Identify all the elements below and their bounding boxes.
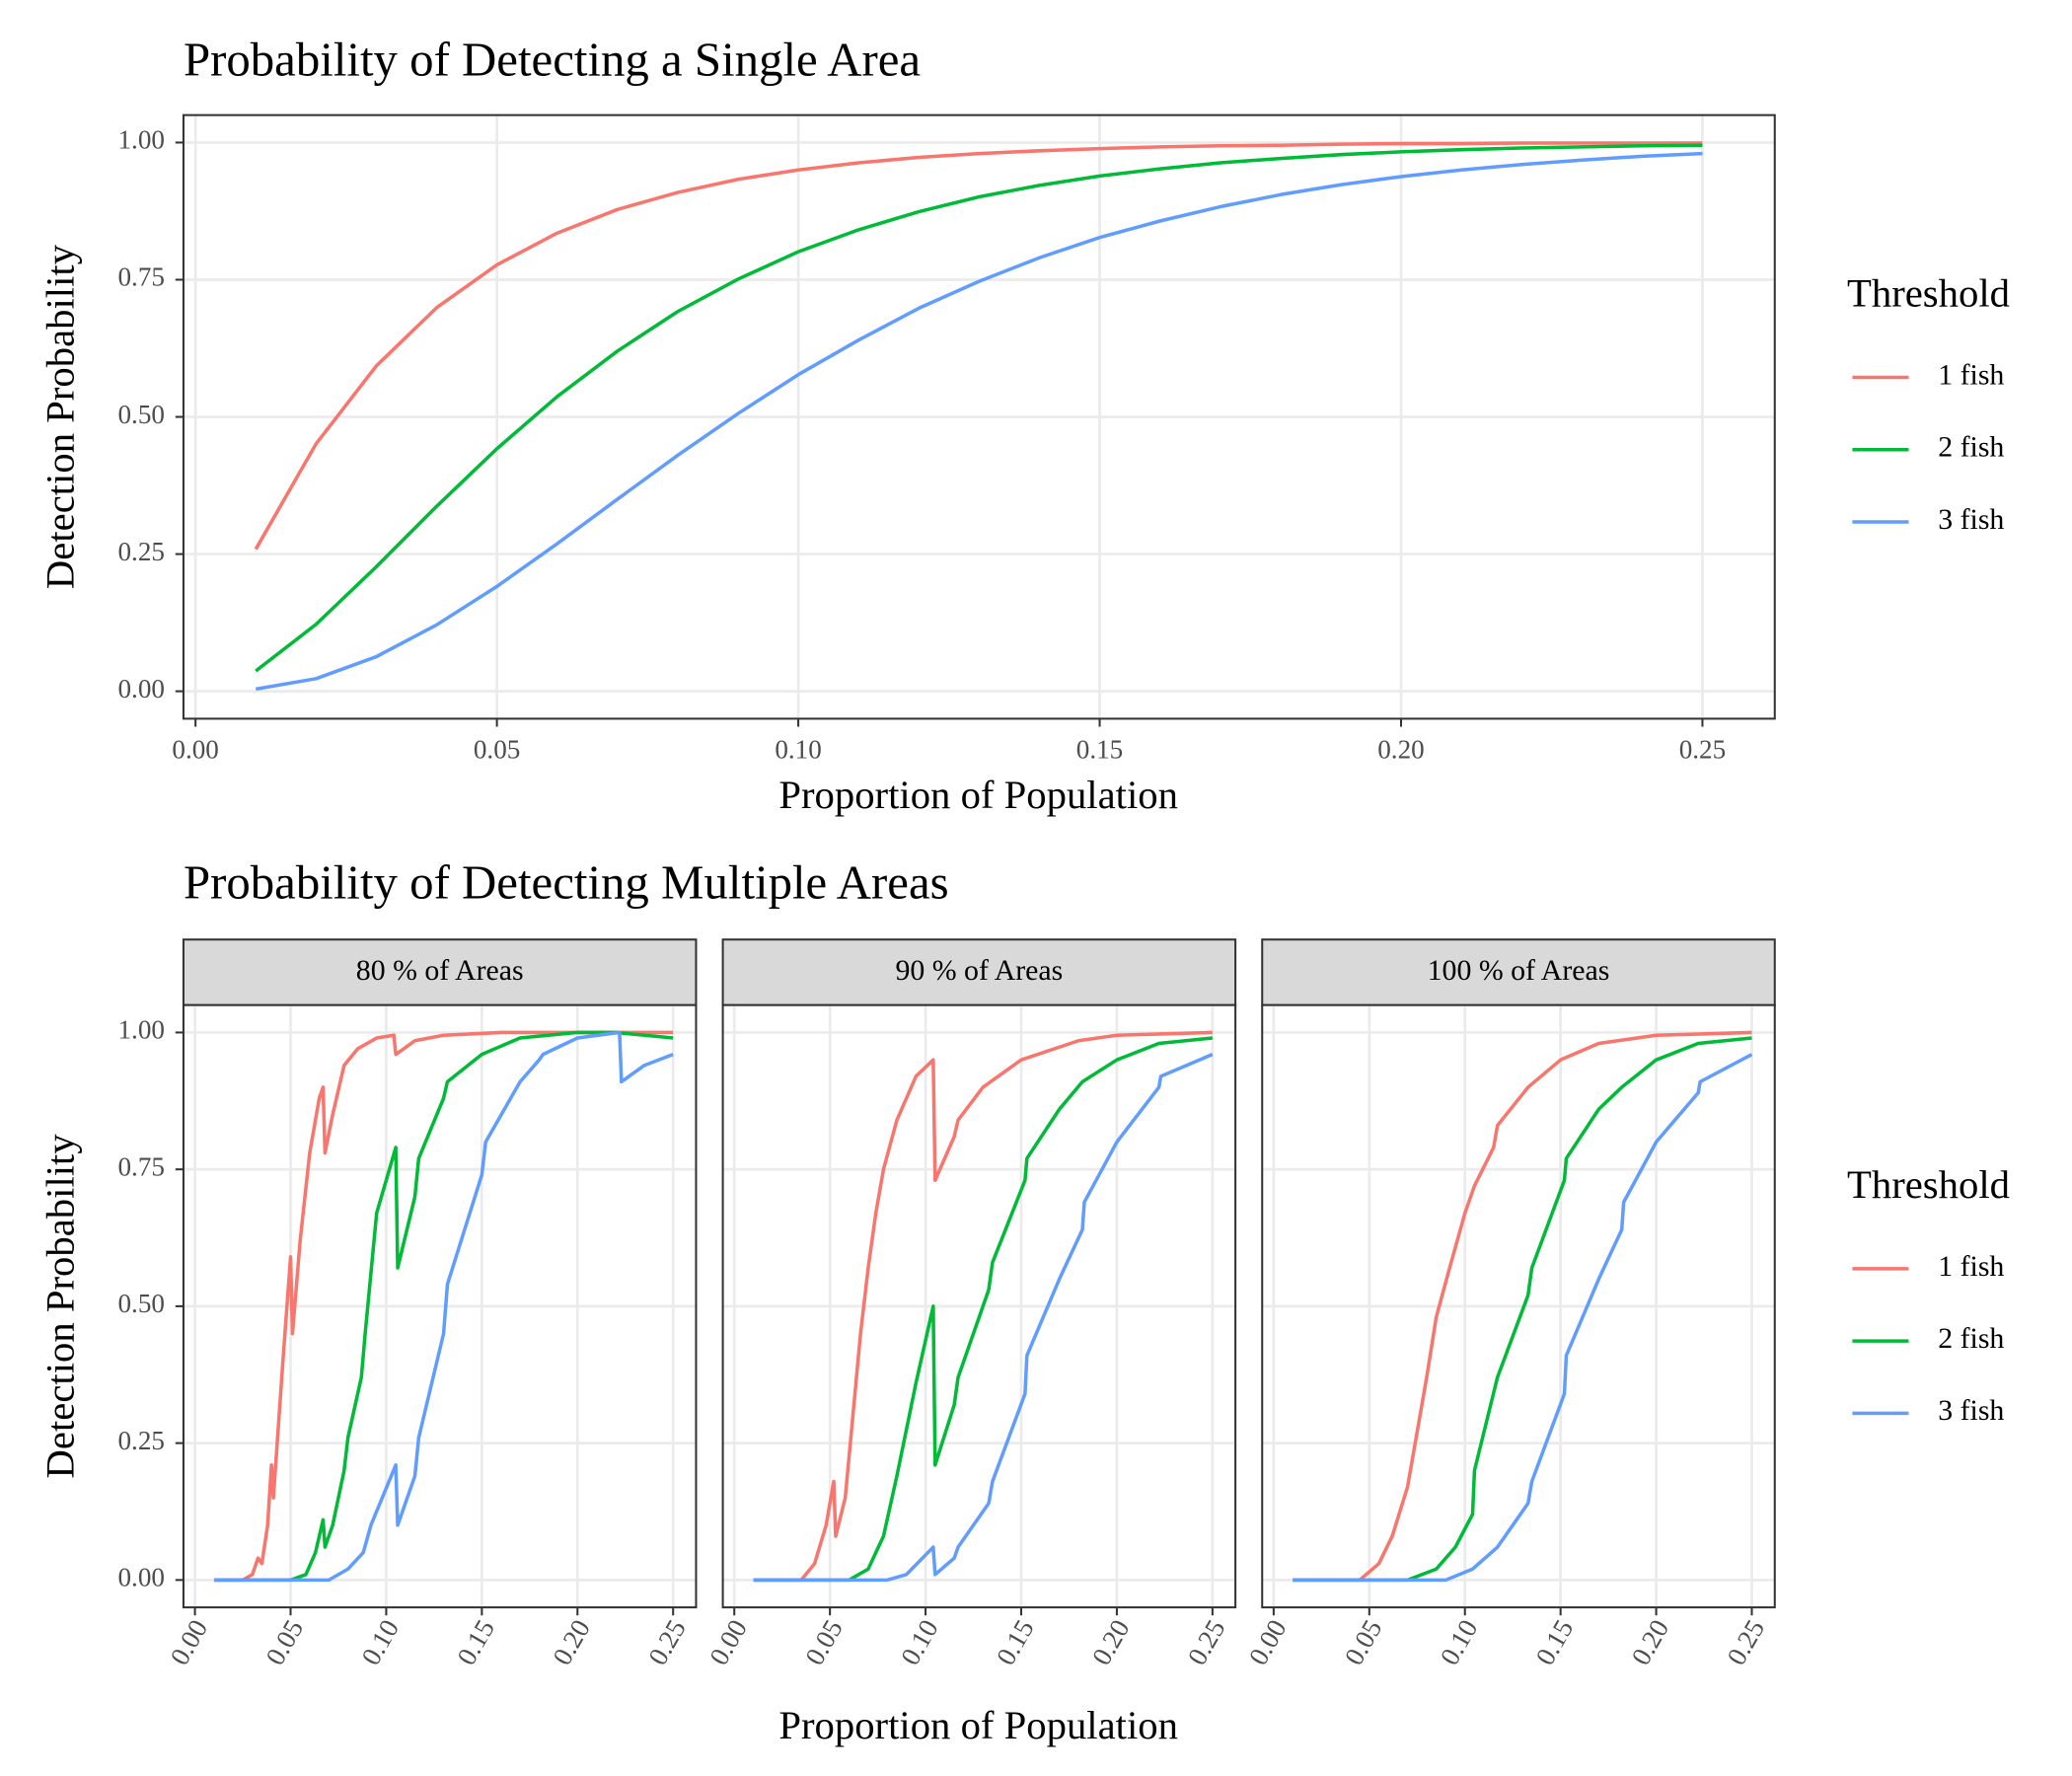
legend-label: 3 fish	[1938, 1394, 2004, 1427]
x-tick-label: 0.10	[775, 735, 821, 765]
data-line	[213, 1030, 674, 1583]
data-line	[1293, 1053, 1753, 1583]
data-line	[1293, 1036, 1752, 1583]
x-tick-label: 0.10	[355, 1614, 405, 1669]
x-tick-label: 0.20	[1377, 735, 1424, 765]
x-tick-label: 0.00	[172, 735, 218, 765]
data-line	[213, 1030, 674, 1583]
legend-title: Threshold	[1847, 1162, 2010, 1207]
data-line	[753, 1036, 1214, 1583]
y-tick-label: 0.50	[118, 1289, 165, 1318]
x-tick-label: 0.05	[799, 1614, 849, 1669]
legend-label: 2 fish	[1938, 431, 2004, 464]
facet-label: 80 % of Areas	[356, 954, 524, 987]
facet-label: 90 % of Areas	[895, 954, 1063, 987]
x-tick-label: 0.15	[1530, 1614, 1580, 1669]
panel-border	[182, 113, 1776, 720]
data-line	[1293, 1030, 1752, 1583]
x-tick-label: 0.00	[165, 1614, 214, 1669]
x-tick-label: 0.25	[1722, 1614, 1771, 1669]
y-tick-label: 0.25	[118, 1426, 165, 1455]
facet-label: 100 % of Areas	[1428, 954, 1610, 987]
legend-label: 1 fish	[1938, 1250, 2004, 1283]
x-tick-label: 0.25	[1182, 1614, 1231, 1669]
data-line	[255, 151, 1703, 692]
y-axis-title: Detection Probability	[38, 244, 83, 589]
x-tick-label: 0.10	[1435, 1614, 1484, 1669]
legend-label: 3 fish	[1938, 503, 2004, 536]
x-axis-title: Proportion of Population	[778, 773, 1178, 817]
y-axis-title: Detection Probability	[38, 1134, 83, 1479]
y-tick-label: 0.00	[118, 674, 165, 703]
y-tick-label: 0.75	[118, 262, 165, 292]
x-axis-title: Proportion of Population	[778, 1703, 1178, 1747]
panel-border	[182, 1003, 698, 1609]
y-tick-label: 0.25	[118, 537, 165, 566]
x-tick-label: 0.15	[451, 1614, 500, 1669]
data-line	[753, 1053, 1214, 1583]
legend-label: 2 fish	[1938, 1322, 2004, 1355]
legend-label: 1 fish	[1938, 358, 2004, 391]
x-tick-label: 0.15	[991, 1614, 1040, 1669]
chart-title: Probability of Detecting Multiple Areas	[184, 855, 949, 910]
y-tick-label: 0.75	[118, 1151, 165, 1181]
y-tick-label: 0.00	[118, 1563, 165, 1592]
x-tick-label: 0.15	[1076, 735, 1123, 765]
data-line	[213, 1030, 674, 1583]
x-tick-label: 0.05	[474, 735, 520, 765]
data-line	[255, 143, 1703, 673]
x-tick-label: 0.20	[547, 1614, 596, 1669]
x-tick-label: 0.00	[1243, 1614, 1293, 1669]
y-tick-label: 1.00	[118, 125, 165, 155]
legend-title: Threshold	[1847, 270, 2010, 315]
chart-title: Probability of Detecting a Single Area	[184, 32, 921, 86]
y-tick-label: 0.50	[118, 400, 165, 429]
data-line	[753, 1030, 1213, 1583]
facet-strip	[1261, 938, 1776, 1006]
panel-border	[721, 1003, 1237, 1609]
panel-border	[1261, 1003, 1776, 1609]
x-tick-label: 0.25	[642, 1614, 692, 1669]
x-tick-label: 0.05	[1339, 1614, 1388, 1669]
data-line	[254, 141, 1703, 551]
x-tick-label: 0.25	[1679, 735, 1726, 765]
x-tick-label: 0.20	[1086, 1614, 1136, 1669]
y-tick-label: 1.00	[118, 1015, 165, 1045]
x-tick-label: 0.00	[703, 1614, 753, 1669]
x-tick-label: 0.10	[895, 1614, 944, 1669]
x-tick-label: 0.20	[1626, 1614, 1675, 1669]
x-tick-label: 0.05	[260, 1614, 310, 1669]
